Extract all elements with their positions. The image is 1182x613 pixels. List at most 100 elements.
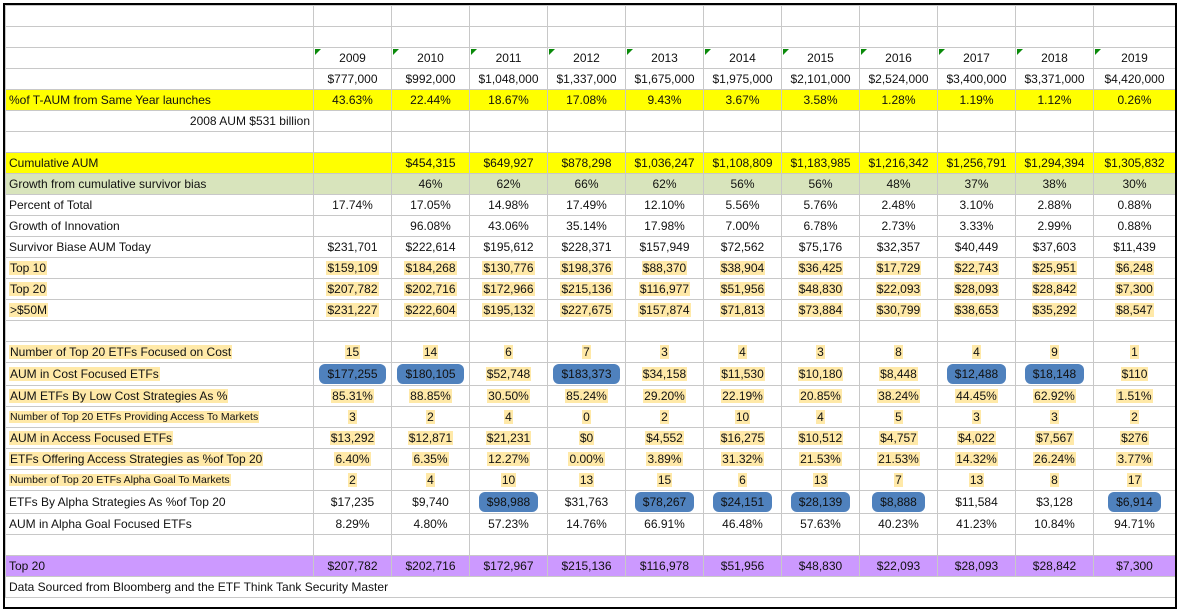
year-header[interactable]: 2011	[469, 47, 548, 69]
value-cell[interactable]: 4	[391, 469, 470, 491]
value-cell[interactable]: 9	[1015, 341, 1094, 363]
value-cell[interactable]: 41.23%	[937, 513, 1016, 535]
value-cell[interactable]: $31,763	[547, 490, 626, 514]
value-cell[interactable]: $195,132	[469, 299, 548, 321]
value-cell[interactable]: 96.08%	[391, 215, 470, 237]
value-cell[interactable]: $35,292	[1015, 299, 1094, 321]
value-cell[interactable]: 6.78%	[781, 215, 860, 237]
value-cell[interactable]: 57.63%	[781, 513, 860, 535]
value-cell[interactable]: $21,231	[469, 427, 548, 449]
value-cell[interactable]: 12.27%	[469, 448, 548, 470]
year-header[interactable]: 2019	[1093, 47, 1175, 69]
empty-cell[interactable]	[781, 5, 860, 27]
value-cell[interactable]: $8,547	[1093, 299, 1175, 321]
value-cell[interactable]: 43.63%	[313, 89, 392, 111]
value-cell[interactable]: 1	[1093, 341, 1175, 363]
value-cell[interactable]: $52,748	[469, 362, 548, 386]
row-label[interactable]: Top 20	[5, 278, 314, 300]
value-cell[interactable]: 62%	[469, 173, 548, 195]
value-cell[interactable]: 4.80%	[391, 513, 470, 535]
value-cell[interactable]: 6.35%	[391, 448, 470, 470]
value-cell[interactable]: $11,439	[1093, 236, 1175, 258]
value-cell[interactable]: $878,298	[547, 152, 626, 174]
value-cell[interactable]: 9.43%	[625, 89, 704, 111]
empty-cell[interactable]	[781, 534, 860, 556]
value-cell[interactable]: $183,373	[547, 362, 626, 386]
value-cell[interactable]: $222,604	[391, 299, 470, 321]
empty-cell[interactable]	[313, 131, 392, 153]
empty-cell[interactable]	[1015, 320, 1094, 342]
value-cell[interactable]: 57.23%	[469, 513, 548, 535]
empty-cell[interactable]	[391, 320, 470, 342]
row-label[interactable]: Cumulative AUM	[5, 152, 314, 174]
value-cell[interactable]: $159,109	[313, 257, 392, 279]
empty-cell[interactable]	[313, 110, 392, 132]
value-cell[interactable]: 3	[937, 406, 1016, 428]
value-cell[interactable]: $10,512	[781, 427, 860, 449]
value-cell[interactable]: 3	[1015, 406, 1094, 428]
value-cell[interactable]: 14.98%	[469, 194, 548, 216]
empty-cell[interactable]	[547, 5, 626, 27]
row-label[interactable]: Percent of Total	[5, 194, 314, 216]
value-cell[interactable]: $9,740	[391, 490, 470, 514]
value-cell[interactable]: $7,300	[1093, 555, 1175, 577]
empty-cell[interactable]	[391, 5, 470, 27]
value-cell[interactable]: $116,978	[625, 555, 704, 577]
total-aum-cell[interactable]: $992,000	[391, 68, 470, 90]
value-cell[interactable]: $8,888	[859, 490, 938, 514]
value-cell[interactable]: 21.53%	[859, 448, 938, 470]
empty-cell[interactable]	[5, 68, 314, 90]
value-cell[interactable]: 3	[313, 406, 392, 428]
value-cell[interactable]: $37,603	[1015, 236, 1094, 258]
empty-cell[interactable]	[703, 5, 782, 27]
row-label[interactable]: Top 10	[5, 257, 314, 279]
value-cell[interactable]: $276	[1093, 427, 1175, 449]
year-header[interactable]: 2009	[313, 47, 392, 69]
total-aum-cell[interactable]: $777,000	[313, 68, 392, 90]
total-aum-cell[interactable]: $2,101,000	[781, 68, 860, 90]
value-cell[interactable]: $51,956	[703, 555, 782, 577]
value-cell[interactable]: 12.10%	[625, 194, 704, 216]
value-cell[interactable]: $172,967	[469, 555, 548, 577]
value-cell[interactable]: 15	[625, 469, 704, 491]
value-cell[interactable]: 17.98%	[625, 215, 704, 237]
value-cell[interactable]: 48%	[859, 173, 938, 195]
value-cell[interactable]: $40,449	[937, 236, 1016, 258]
footer-note[interactable]: Data Sourced from Bloomberg and the ETF …	[5, 576, 1175, 598]
value-cell[interactable]: 46%	[391, 173, 470, 195]
value-cell[interactable]: 38.24%	[859, 385, 938, 407]
value-cell[interactable]: 17.49%	[547, 194, 626, 216]
empty-cell[interactable]	[1093, 534, 1175, 556]
year-header[interactable]: 2018	[1015, 47, 1094, 69]
row-label[interactable]: Survivor Biase AUM Today	[5, 236, 314, 258]
empty-cell[interactable]	[313, 5, 392, 27]
empty-cell[interactable]	[625, 320, 704, 342]
value-cell[interactable]: $198,376	[547, 257, 626, 279]
value-cell[interactable]	[313, 152, 392, 174]
empty-cell[interactable]	[469, 534, 548, 556]
value-cell[interactable]: 6.40%	[313, 448, 392, 470]
value-cell[interactable]: 22.44%	[391, 89, 470, 111]
empty-cell[interactable]	[469, 26, 548, 48]
row-label[interactable]: ETFs Offering Access Strategies as %of T…	[5, 448, 314, 470]
value-cell[interactable]: 5.56%	[703, 194, 782, 216]
value-cell[interactable]: 37%	[937, 173, 1016, 195]
empty-cell[interactable]	[1015, 131, 1094, 153]
value-cell[interactable]: 66%	[547, 173, 626, 195]
empty-cell[interactable]	[937, 131, 1016, 153]
empty-cell[interactable]	[625, 110, 704, 132]
value-cell[interactable]: 5.76%	[781, 194, 860, 216]
empty-cell[interactable]	[1093, 110, 1175, 132]
value-cell[interactable]: 94.71%	[1093, 513, 1175, 535]
value-cell[interactable]: $78,267	[625, 490, 704, 514]
value-cell[interactable]: $202,716	[391, 555, 470, 577]
year-header[interactable]: 2014	[703, 47, 782, 69]
value-cell[interactable]: 4	[937, 341, 1016, 363]
value-cell[interactable]: 3.89%	[625, 448, 704, 470]
value-cell[interactable]: $177,255	[313, 362, 392, 386]
value-cell[interactable]: $51,956	[703, 278, 782, 300]
value-cell[interactable]: $28,093	[937, 555, 1016, 577]
value-cell[interactable]: $6,248	[1093, 257, 1175, 279]
empty-cell[interactable]	[859, 110, 938, 132]
value-cell[interactable]: $72,562	[703, 236, 782, 258]
